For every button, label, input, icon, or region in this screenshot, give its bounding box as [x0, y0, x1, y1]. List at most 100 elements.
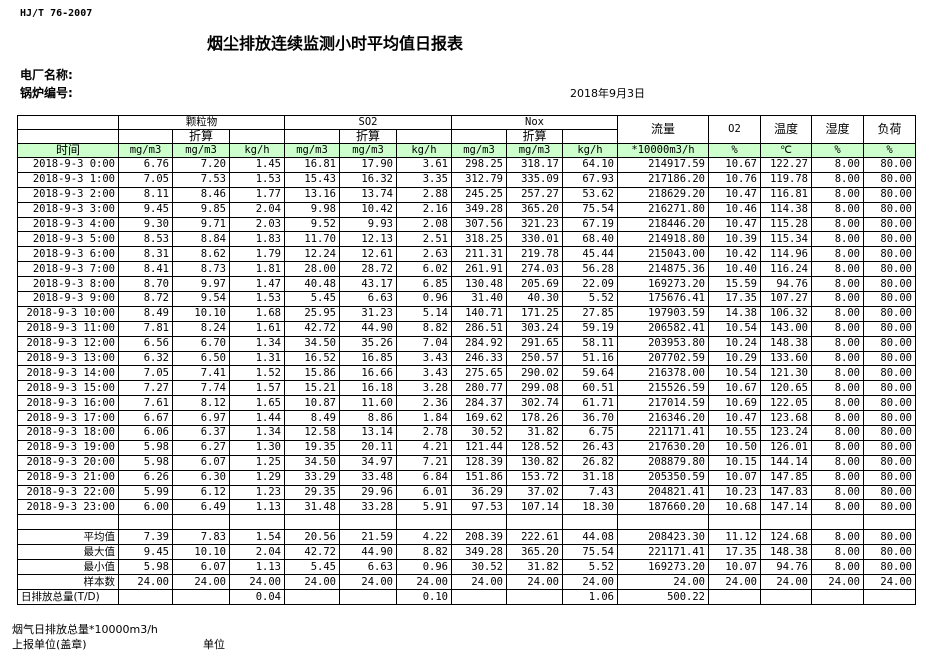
data-cell: 80.00 — [863, 365, 916, 382]
data-cell: 148.38 — [760, 544, 812, 561]
data-cell: 2.36 — [396, 395, 452, 412]
row-label: 2018-9-3 2:00 — [17, 186, 119, 203]
data-cell: 8.00 — [811, 171, 864, 188]
data-cell: 26.82 — [562, 454, 618, 471]
data-cell: 0.04 — [229, 589, 285, 606]
data-cell: 34.50 — [284, 335, 340, 352]
data-cell: 206582.41 — [617, 320, 709, 337]
data-cell: 8.82 — [396, 544, 452, 561]
data-cell: 2.78 — [396, 425, 452, 441]
data-cell: 284.92 — [451, 335, 507, 352]
data-cell: 6.02 — [396, 261, 452, 278]
data-cell: 8.00 — [811, 276, 864, 293]
unit-cell: mg/m3 — [506, 143, 563, 158]
data-cell: 8.11 — [118, 186, 173, 203]
data-cell: 75.54 — [562, 201, 618, 218]
data-cell: 45.44 — [562, 246, 618, 263]
row-label: 2018-9-3 19:00 — [17, 439, 119, 456]
boiler-number-label: 锅炉编号: — [20, 86, 73, 100]
data-cell: 245.25 — [451, 186, 507, 203]
header-nox: Nox — [451, 115, 618, 130]
data-cell: 6.12 — [172, 484, 230, 501]
data-cell: 215526.59 — [617, 380, 709, 397]
data-cell: 67.19 — [562, 216, 618, 233]
data-cell: 5.99 — [118, 484, 173, 501]
data-cell: 44.08 — [562, 529, 618, 546]
data-cell: 335.09 — [506, 171, 563, 188]
data-cell — [760, 514, 812, 531]
daily-total-row: 日排放总量(T/D) 0.04 0.10 1.06 500.22 — [17, 589, 916, 606]
data-cell: 9.85 — [172, 201, 230, 218]
data-cell: 500.22 — [617, 589, 709, 606]
header-empty — [229, 129, 285, 144]
unit-cell: kg/h — [229, 143, 285, 158]
data-cell — [708, 514, 761, 531]
data-cell: 6.27 — [172, 439, 230, 456]
data-cell: 8.49 — [284, 410, 340, 427]
data-cell — [506, 589, 563, 606]
unit-cell: kg/h — [562, 143, 618, 158]
data-cell: 10.10 — [172, 544, 230, 561]
data-cell: 7.83 — [172, 529, 230, 546]
data-cell: 31.82 — [506, 425, 563, 441]
row-label: 2018-9-3 8:00 — [17, 276, 119, 293]
unit-cell: % — [863, 143, 916, 158]
data-cell: 80.00 — [863, 469, 916, 486]
data-cell: 123.24 — [760, 425, 812, 441]
data-cell: 80.00 — [863, 261, 916, 278]
reporting-unit-label: 上报单位(盖章) — [12, 638, 87, 651]
data-cell: 8.00 — [811, 529, 864, 546]
data-cell: 115.34 — [760, 231, 812, 248]
data-cell: 16.32 — [339, 171, 397, 188]
row-label: 2018-9-3 22:00 — [17, 484, 119, 501]
data-cell: 216346.20 — [617, 410, 709, 427]
data-cell: 8.00 — [811, 201, 864, 218]
data-cell: 19.35 — [284, 439, 340, 456]
data-cell: 115.28 — [760, 216, 812, 233]
data-cell: 80.00 — [863, 276, 916, 293]
data-cell: 1.52 — [229, 365, 285, 382]
header-humidity: 湿度 — [811, 115, 864, 144]
unit-cell: mg/m3 — [451, 143, 507, 158]
row-label: 2018-9-3 1:00 — [17, 171, 119, 188]
table-row: 2018-9-3 2:00 8.11 8.46 1.77 13.16 13.74 2.88 2… — [17, 186, 916, 203]
data-cell: 143.00 — [760, 320, 812, 337]
data-cell: 80.00 — [863, 380, 916, 397]
table-row: 2018-9-3 3:00 9.45 9.85 2.04 9.98 10.42 2.16 34… — [17, 201, 916, 218]
table-row: 2018-9-3 23:00 6.00 6.49 1.13 31.48 33.28 5.91… — [17, 499, 916, 516]
data-cell: 36.70 — [562, 410, 618, 427]
data-cell: 8.00 — [811, 454, 864, 471]
data-cell: 2.03 — [229, 216, 285, 233]
data-cell: 8.53 — [118, 231, 173, 248]
row-label: 2018-9-3 3:00 — [17, 201, 119, 218]
header-empty — [451, 129, 507, 144]
table-row: 2018-9-3 6:00 8.31 8.62 1.79 12.24 12.61 2.63 2… — [17, 246, 916, 263]
row-label — [17, 514, 119, 531]
header-row-converted: 折算 折算 折算 — [17, 129, 916, 144]
data-cell: 5.98 — [118, 439, 173, 456]
data-cell: 13.74 — [339, 186, 397, 203]
data-cell: 24.00 — [617, 574, 709, 591]
data-cell: 80.00 — [863, 350, 916, 367]
data-cell: 24.00 — [396, 574, 452, 591]
data-cell: 8.00 — [811, 261, 864, 278]
data-cell — [617, 514, 709, 531]
data-cell: 26.43 — [562, 439, 618, 456]
data-cell: 80.00 — [863, 499, 916, 516]
data-cell: 6.00 — [118, 499, 173, 516]
data-cell: 114.96 — [760, 246, 812, 263]
data-cell: 4.21 — [396, 439, 452, 456]
table-row: 2018-9-3 12:00 6.56 6.70 1.34 34.50 35.26 7.04… — [17, 335, 916, 352]
data-cell: 147.85 — [760, 469, 812, 486]
data-cell — [284, 514, 340, 531]
data-cell: 250.57 — [506, 350, 563, 367]
data-cell: 31.48 — [284, 499, 340, 516]
header-so2-converted: 折算 — [339, 129, 397, 144]
data-cell: 10.69 — [708, 395, 761, 412]
table-row: 2018-9-3 8:00 8.70 9.97 1.47 40.48 43.17 6.85 1… — [17, 276, 916, 293]
data-cell: 144.14 — [760, 454, 812, 471]
data-cell: 178.26 — [506, 410, 563, 427]
data-cell: 6.50 — [172, 350, 230, 367]
data-cell — [339, 589, 397, 606]
table-row: 2018-9-3 16:00 7.61 8.12 1.65 10.87 11.60 2.36… — [17, 395, 916, 412]
